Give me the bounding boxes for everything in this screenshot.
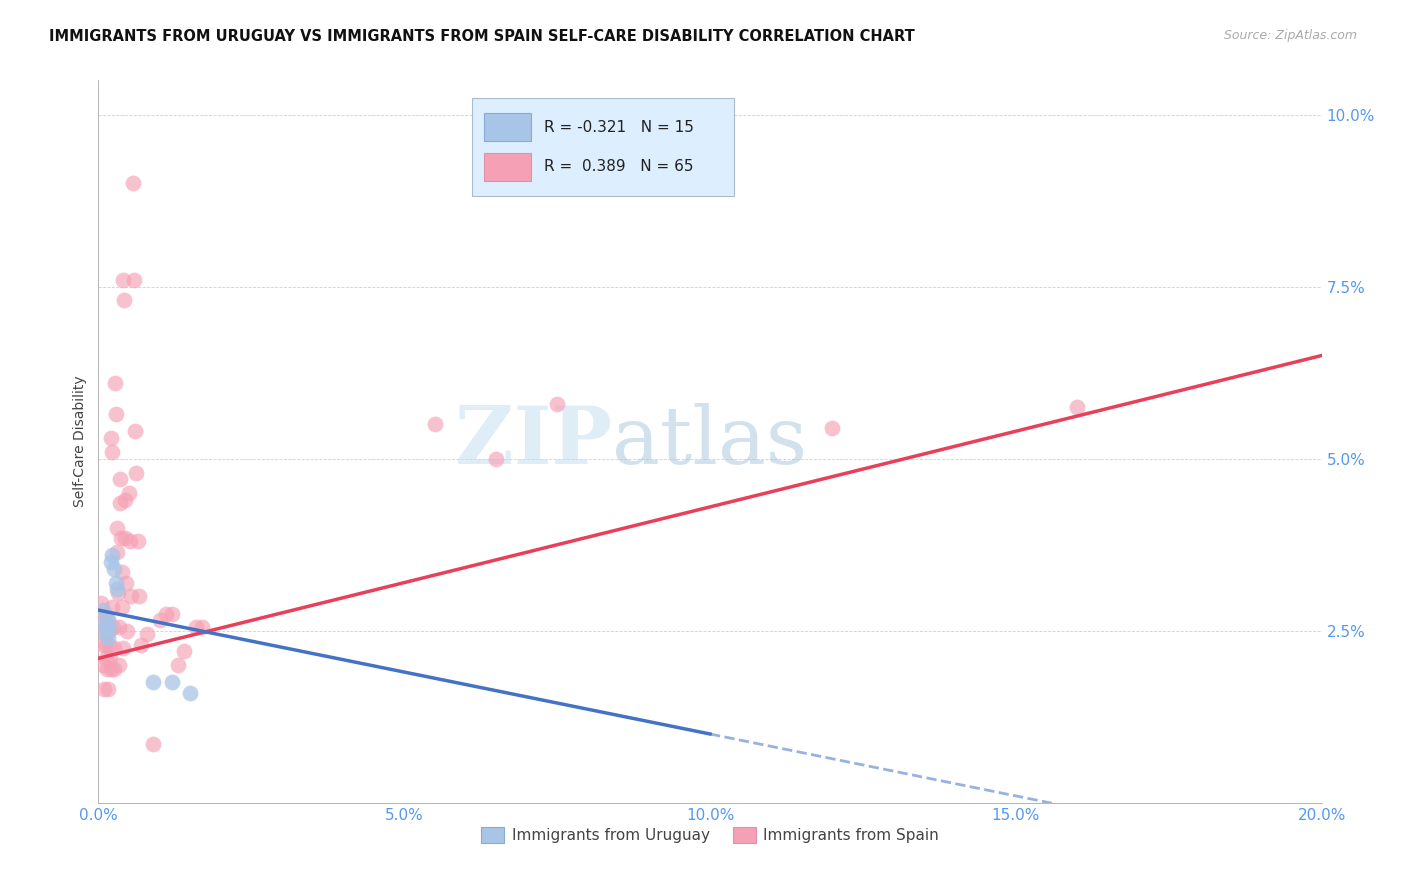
Point <box>103 562 125 576</box>
Point <box>423 417 446 432</box>
Point <box>91 614 114 628</box>
Point <box>90 596 112 610</box>
Point <box>121 177 143 191</box>
Point <box>101 620 124 634</box>
Point <box>101 548 124 562</box>
Point <box>96 620 118 634</box>
Point <box>179 686 201 700</box>
Point <box>97 614 120 628</box>
Point <box>160 607 183 621</box>
Point <box>546 397 568 411</box>
Point <box>98 620 121 634</box>
Point <box>100 662 122 676</box>
Point <box>821 421 844 435</box>
Point <box>104 376 127 390</box>
Point <box>105 582 128 597</box>
Point <box>136 627 159 641</box>
Point <box>108 472 131 486</box>
Point <box>98 651 121 665</box>
Point <box>485 451 508 466</box>
Point <box>120 590 142 604</box>
Point <box>105 520 128 534</box>
Text: atlas: atlas <box>612 402 807 481</box>
Point <box>112 273 135 287</box>
FancyBboxPatch shape <box>471 98 734 196</box>
Text: Source: ZipAtlas.com: Source: ZipAtlas.com <box>1223 29 1357 42</box>
Point <box>101 599 124 614</box>
Text: R = -0.321   N = 15: R = -0.321 N = 15 <box>544 120 693 135</box>
Point <box>191 620 214 634</box>
Point <box>94 627 117 641</box>
Point <box>91 603 114 617</box>
Point <box>94 638 117 652</box>
Point <box>115 575 138 590</box>
Point <box>112 293 135 308</box>
Text: ZIP: ZIP <box>456 402 612 481</box>
Point <box>94 627 117 641</box>
Point <box>107 620 129 634</box>
Point <box>110 496 132 510</box>
Point <box>108 658 131 673</box>
Point <box>97 631 120 645</box>
Point <box>96 651 118 665</box>
Text: IMMIGRANTS FROM URUGUAY VS IMMIGRANTS FROM SPAIN SELF-CARE DISABILITY CORRELATIO: IMMIGRANTS FROM URUGUAY VS IMMIGRANTS FR… <box>49 29 915 44</box>
Text: R =  0.389   N = 65: R = 0.389 N = 65 <box>544 160 693 175</box>
Point <box>128 590 150 604</box>
Point <box>122 273 145 287</box>
Point <box>160 675 183 690</box>
Point <box>111 599 134 614</box>
Point <box>93 607 115 621</box>
Point <box>142 675 165 690</box>
Point <box>103 640 125 655</box>
Point <box>97 682 120 697</box>
Point <box>149 614 172 628</box>
Point <box>124 424 146 438</box>
Point <box>111 640 134 655</box>
Point <box>125 466 148 480</box>
Point <box>103 662 125 676</box>
Point <box>142 737 165 751</box>
Point <box>101 445 124 459</box>
Point <box>91 658 114 673</box>
Point <box>114 531 136 545</box>
Point <box>127 534 149 549</box>
Point <box>97 624 120 638</box>
Point <box>91 638 114 652</box>
Point <box>120 534 142 549</box>
FancyBboxPatch shape <box>484 153 531 181</box>
Point <box>1066 400 1088 414</box>
Point <box>97 614 120 628</box>
Point <box>167 658 190 673</box>
Legend: Immigrants from Uruguay, Immigrants from Spain: Immigrants from Uruguay, Immigrants from… <box>475 822 945 849</box>
Point <box>173 644 195 658</box>
Point <box>93 682 115 697</box>
Point <box>100 555 122 569</box>
Y-axis label: Self-Care Disability: Self-Care Disability <box>73 376 87 508</box>
Point <box>129 638 152 652</box>
Point <box>98 638 121 652</box>
Point <box>100 431 122 445</box>
Point <box>107 586 129 600</box>
Point <box>104 407 127 421</box>
Point <box>114 493 136 508</box>
Point <box>186 620 208 634</box>
Point <box>155 607 177 621</box>
Point <box>105 544 128 558</box>
Point <box>118 486 141 500</box>
Point <box>93 616 115 631</box>
Point <box>115 624 138 638</box>
Point <box>111 566 134 580</box>
FancyBboxPatch shape <box>484 113 531 141</box>
Point <box>96 662 118 676</box>
Point <box>110 531 132 545</box>
Point <box>104 575 127 590</box>
